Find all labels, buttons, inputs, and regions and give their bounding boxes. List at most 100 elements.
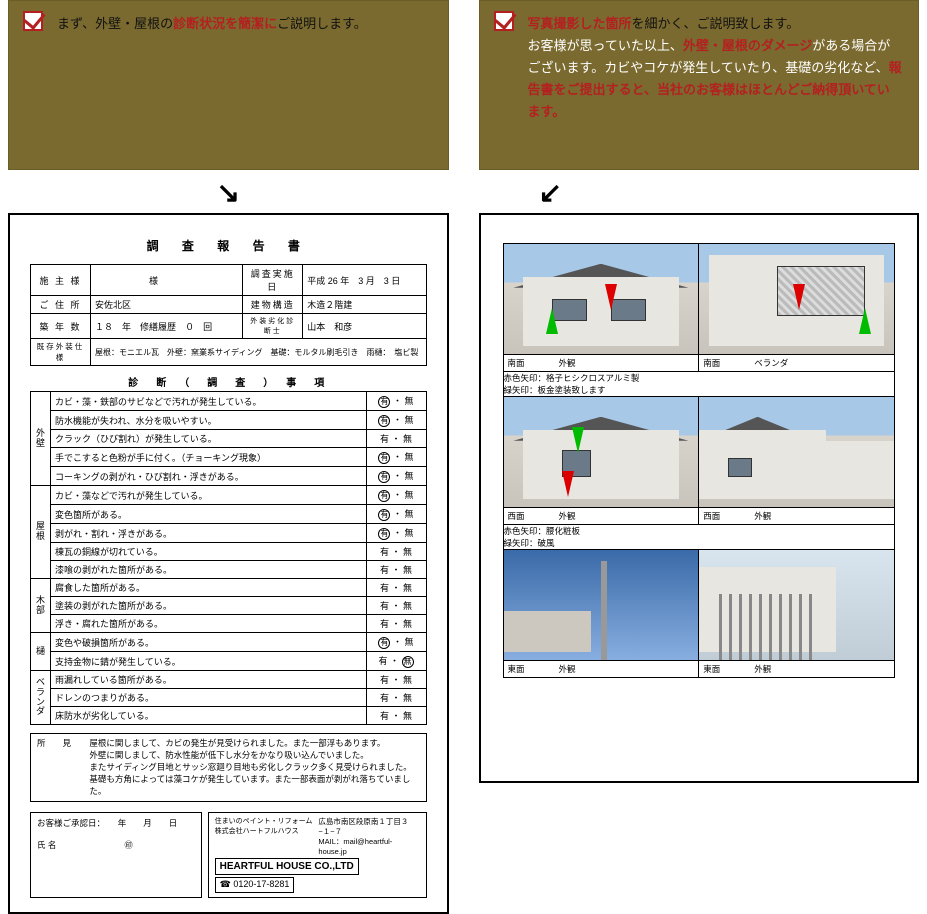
diag-item: 変色や破損箇所がある。	[51, 633, 367, 652]
company-logo: HEARTFUL HOUSE CO.,LTD	[215, 858, 359, 875]
diag-title: 診 断 （ 調 査 ） 事 項	[30, 374, 427, 389]
diag-item: 雨漏れしている箇所がある。	[51, 671, 367, 689]
company-tag: 住まいのペイント・リフォーム 株式会社ハートフルハウス	[215, 817, 313, 856]
meta-label: 外装劣化診断士	[243, 314, 303, 339]
diag-item: 棟瓦の銅線が切れている。	[51, 543, 367, 561]
meta-label: 調査実施日	[243, 265, 303, 296]
diag-item: 防水機能が失われ、水分を吸いやすい。	[51, 411, 367, 430]
meta-value: 木造２階建	[303, 296, 426, 314]
meta-label: ご 住 所	[31, 296, 91, 314]
photo-caption: 南面 外観	[504, 354, 699, 371]
meta-value: 安佐北区	[91, 296, 243, 314]
diag-table: 外 壁カビ・藻・鉄部のサビなどで汚れが発生している。有 ・ 無防水機能が失われ、…	[30, 391, 427, 725]
callout-left: まず、外壁・屋根の診断状況を簡潔にご説明します。	[8, 0, 449, 170]
company-addr: 広島市南区段原南１丁目３−１−７ MAIL：mail@heartful-hous…	[318, 817, 419, 856]
remarks-label: 所 見	[37, 738, 87, 750]
diag-item: カビ・藻などで汚れが発生している。	[51, 486, 367, 505]
diag-yesno: 有 ・ 無	[366, 652, 426, 671]
diag-yesno: 有 ・ 無	[366, 615, 426, 633]
diag-yesno: 有 ・ 無	[366, 561, 426, 579]
diag-item: 塗装の剥がれた箇所がある。	[51, 597, 367, 615]
sign-box: お客様ご承認日： 年 月 日 氏 名 ㊞	[30, 812, 202, 898]
diag-yesno: 有 ・ 無	[366, 633, 426, 652]
meta-value: 平成 26 年 3 月 3 日	[303, 265, 426, 296]
meta-value: １８ 年 修繕履歴 ０ 回	[91, 314, 243, 339]
photo-note: 赤色矢印：格子ヒシクロスアルミ製 緑矢印：板金塗装致します	[503, 372, 895, 397]
diag-yesno: 有 ・ 無	[366, 689, 426, 707]
callout-text: まず、外壁・屋根の	[57, 16, 173, 31]
meta-value: 山本 和彦	[303, 314, 426, 339]
callout-right: 写真撮影した箇所を細かく、ご説明致します。 お客様が思っていた以上、外壁・屋根の…	[479, 0, 920, 170]
diag-item: 手でこすると色粉が手に付く。（チョーキング現象）	[51, 448, 367, 467]
callout-strong: 診断状況を簡潔に	[173, 16, 277, 31]
doc-footer: お客様ご承認日： 年 月 日 氏 名 ㊞ 住まいのペイント・リフォーム 株式会社…	[30, 812, 427, 898]
photo	[699, 550, 894, 660]
photo-caption: 東面 外観	[699, 660, 894, 677]
diag-yesno: 有 ・ 無	[366, 597, 426, 615]
diag-item: コーキングの剥がれ・ひび割れ・浮きがある。	[51, 467, 367, 486]
diag-yesno: 有 ・ 無	[366, 392, 426, 411]
diag-item: 浮き・腐れた箇所がある。	[51, 615, 367, 633]
diag-yesno: 有 ・ 無	[366, 524, 426, 543]
diag-category: 樋	[31, 633, 51, 671]
diag-category: 木 部	[31, 579, 51, 633]
diag-yesno: 有 ・ 無	[366, 448, 426, 467]
diag-item: 剥がれ・割れ・浮きがある。	[51, 524, 367, 543]
diag-item: 変色箇所がある。	[51, 505, 367, 524]
right-column: 写真撮影した箇所を細かく、ご説明致します。 お客様が思っていた以上、外壁・屋根の…	[479, 0, 920, 914]
meta-label: 建物構造	[243, 296, 303, 314]
diag-item: 漆喰の剥がれた箇所がある。	[51, 561, 367, 579]
diag-category: ベ ラ ン ダ	[31, 671, 51, 725]
arrow-icon: ↘	[8, 176, 449, 209]
diag-yesno: 有 ・ 無	[366, 671, 426, 689]
diag-yesno: 有 ・ 無	[366, 707, 426, 725]
diag-yesno: 有 ・ 無	[366, 579, 426, 597]
meta-table: 施 主 様 様 調査実施日 平成 26 年 3 月 3 日 ご 住 所 安佐北区…	[30, 264, 427, 366]
photo	[699, 397, 894, 507]
callout-strong: 外壁・屋根のダメージ	[683, 38, 812, 53]
photo	[504, 550, 699, 660]
callout-text: を細かく、ご説明致します。	[632, 16, 800, 31]
doc-title: 調 査 報 告 書	[30, 237, 427, 254]
diag-item: ドレンのつまりがある。	[51, 689, 367, 707]
diag-item: 支持金物に錆が発生している。	[51, 652, 367, 671]
callout-text: ご説明します。	[277, 16, 367, 31]
callout-text: お客様が思っていた以上、	[528, 38, 683, 53]
diag-yesno: 有 ・ 無	[366, 411, 426, 430]
photo-caption: 東面 外観	[504, 660, 699, 677]
photo-grid: 南面 外観 南面 ベランダ 赤色矢印：格子ヒシクロスアルミ製 緑矢印：板金塗装致…	[503, 243, 896, 678]
sign-date: お客様ご承認日： 年 月 日	[37, 817, 195, 829]
meta-value: 屋根：モニエル瓦 外壁：窯業系サイディング 基礎：モルタル刷毛引き 雨樋： 塩ビ…	[91, 339, 427, 366]
photo	[504, 244, 699, 354]
photo	[699, 244, 894, 354]
report-document: 調 査 報 告 書 施 主 様 様 調査実施日 平成 26 年 3 月 3 日 …	[8, 213, 449, 914]
photo-caption: 南面 ベランダ	[699, 354, 894, 371]
remarks-box: 所 見 屋根に関しまして、カビの発生が見受けられました。また一部浮もあります。 …	[30, 733, 427, 802]
diag-item: クラック（ひび割れ）が発生している。	[51, 430, 367, 448]
photo-caption: 西面 外観	[699, 507, 894, 524]
diag-yesno: 有 ・ 無	[366, 543, 426, 561]
check-icon	[494, 11, 514, 31]
photo-caption: 西面 外観	[504, 507, 699, 524]
arrow-icon: ↙	[479, 176, 920, 209]
callout-strong: 写真撮影した箇所	[528, 16, 632, 31]
diag-category: 外 壁	[31, 392, 51, 486]
diag-yesno: 有 ・ 無	[366, 486, 426, 505]
meta-label: 施 主 様	[31, 265, 91, 296]
remarks-text: 屋根に関しまして、カビの発生が見受けられました。また一部浮もあります。 外壁に関…	[89, 738, 416, 797]
company-box: 住まいのペイント・リフォーム 株式会社ハートフルハウス 広島市南区段原南１丁目３…	[208, 812, 427, 898]
diag-yesno: 有 ・ 無	[366, 430, 426, 448]
sign-name: 氏 名 ㊞	[37, 839, 195, 851]
diag-yesno: 有 ・ 無	[366, 505, 426, 524]
meta-label: 築 年 数	[31, 314, 91, 339]
left-column: まず、外壁・屋根の診断状況を簡潔にご説明します。 ↘ 調 査 報 告 書 施 主…	[8, 0, 449, 914]
diag-item: 腐食した箇所がある。	[51, 579, 367, 597]
check-icon	[23, 11, 43, 31]
photo	[504, 397, 699, 507]
diag-item: 床防水が劣化している。	[51, 707, 367, 725]
company-tel: ☎ 0120-17-8281	[215, 877, 295, 893]
diag-category: 屋 根	[31, 486, 51, 579]
meta-value: 様	[91, 265, 243, 296]
photo-document: 南面 外観 南面 ベランダ 赤色矢印：格子ヒシクロスアルミ製 緑矢印：板金塗装致…	[479, 213, 920, 783]
diag-yesno: 有 ・ 無	[366, 467, 426, 486]
